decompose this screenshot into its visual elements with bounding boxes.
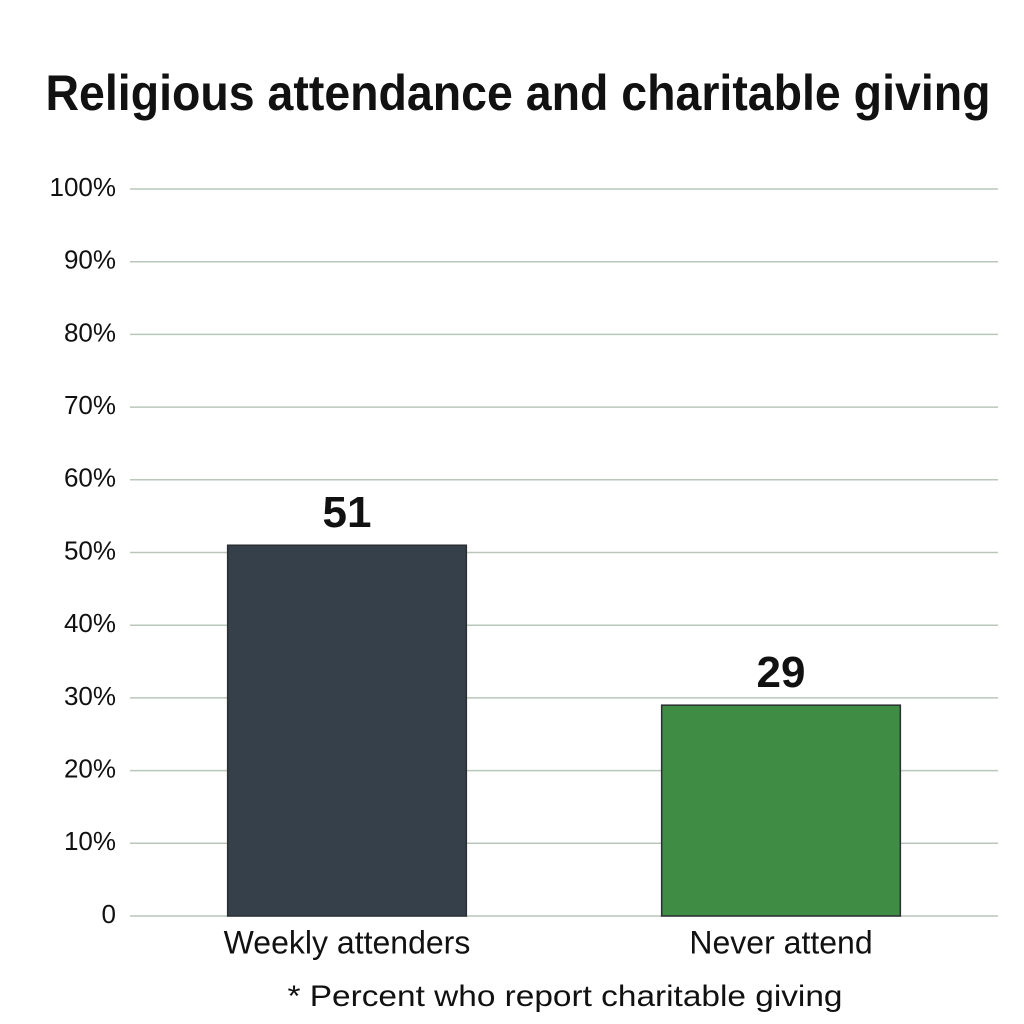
y-tick-label: 30% — [64, 681, 116, 711]
y-tick-label: 50% — [64, 535, 116, 565]
data-label: 29 — [757, 648, 806, 697]
y-tick-label: 60% — [64, 463, 116, 493]
y-tick-label: 20% — [64, 753, 116, 783]
y-tick-label: 80% — [64, 317, 116, 347]
bar — [226, 544, 468, 917]
y-tick-label: 70% — [64, 390, 116, 420]
bar — [660, 704, 902, 917]
y-tick-label: 40% — [64, 608, 116, 638]
y-tick-label: 10% — [64, 826, 116, 856]
x-tick-label: Weekly attenders — [224, 924, 471, 960]
x-tick-label: Never attend — [689, 924, 872, 960]
y-tick-label: 90% — [64, 245, 116, 275]
y-tick-label: 100% — [50, 172, 117, 202]
footnote: * Percent who report charitable giving — [288, 980, 843, 1013]
data-label: 51 — [323, 488, 372, 537]
chart-title: Religious attendance and charitable givi… — [46, 65, 991, 121]
y-tick-label: 0 — [102, 899, 116, 929]
